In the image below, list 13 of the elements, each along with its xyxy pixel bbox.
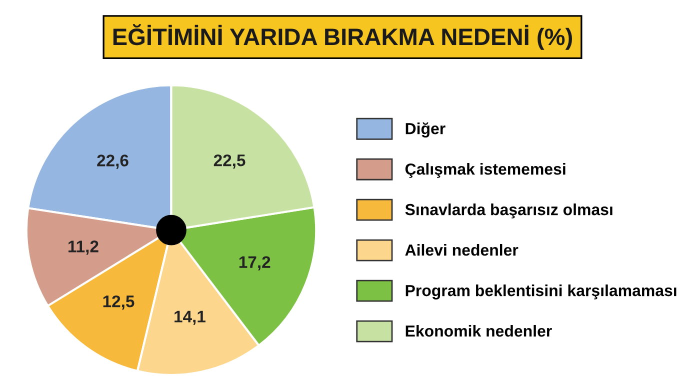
chart-title: EĞİTİMİNİ YARIDA BIRAKMA NEDENİ (%): [113, 24, 572, 50]
legend-label: Çalışmak istememesi: [405, 163, 566, 178]
legend-label: Sınavlarda başarısız olması: [405, 204, 612, 218]
data-label: 22,6: [97, 154, 128, 169]
data-label: 12,5: [103, 295, 134, 310]
legend-label: Diğer: [406, 122, 446, 138]
legend-label: Ailevi nedenler: [405, 244, 518, 256]
legend-label: Ekonomik nedenler: [406, 324, 552, 337]
data-label: 22,5: [214, 154, 246, 169]
legend-label: Program beklentisini karşılamaması: [406, 284, 676, 300]
data-label: 11,2: [68, 240, 98, 255]
data-label: 17,2: [239, 256, 270, 270]
data-label: 14,1: [174, 310, 206, 325]
